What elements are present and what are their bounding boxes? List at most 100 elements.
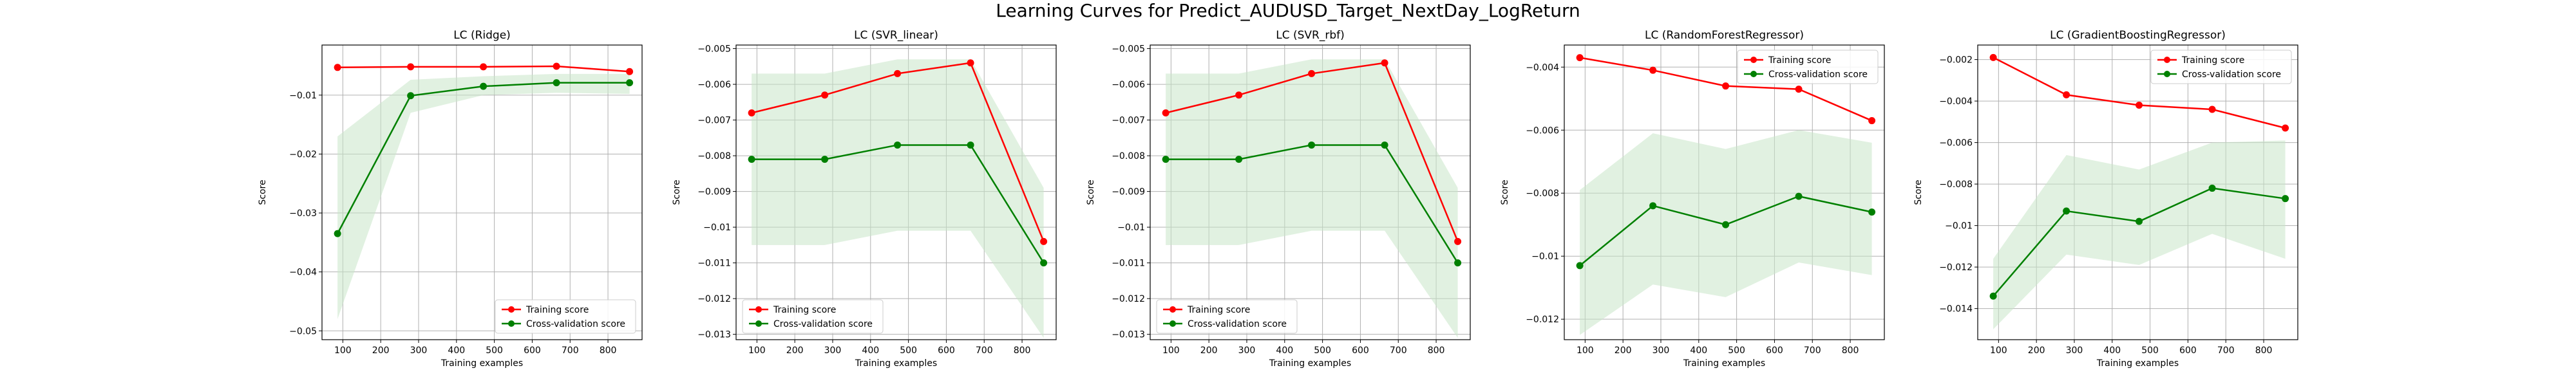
- y-tick-label: −0.013: [1112, 330, 1145, 340]
- training-score-point: [2136, 102, 2143, 109]
- training-score-point: [1040, 237, 1048, 245]
- cv-score-point: [1989, 292, 1997, 300]
- legend-label: Cross-validation score: [1188, 319, 1287, 329]
- x-tick-label: 800: [1428, 345, 1445, 356]
- cv-score-band: [1993, 140, 2286, 329]
- chart-panel-4: LC (RandomForestRegressor) 100 200 300 400 50…: [1500, 29, 1885, 369]
- x-tick-label: 500: [900, 345, 917, 356]
- x-axis-label: Training examples: [2096, 358, 2179, 369]
- x-tick-label: 400: [448, 345, 465, 356]
- y-tick-label: −0.02: [289, 149, 317, 160]
- x-tick-label: 600: [524, 345, 541, 356]
- cv-score-band: [752, 59, 1044, 338]
- training-score-point: [1722, 82, 1730, 90]
- x-tick-label: 300: [410, 345, 428, 356]
- y-tick-label: −0.009: [697, 187, 731, 198]
- x-tick-label: 800: [1014, 345, 1031, 356]
- legend: Training score Cross-validation score: [495, 299, 636, 334]
- cv-score-point: [1795, 192, 1803, 200]
- legend-label: Training score: [1768, 55, 1831, 66]
- training-score-point: [1381, 59, 1388, 67]
- cv-score-point: [2282, 195, 2289, 203]
- training-score-point: [821, 91, 829, 99]
- legend-swatch-marker: [1750, 57, 1757, 63]
- x-tick-label: 200: [1615, 345, 1632, 356]
- y-tick-label: −0.01: [1117, 223, 1145, 233]
- legend-swatch-marker: [2164, 71, 2170, 77]
- legend-label: Cross-validation score: [526, 319, 625, 329]
- y-tick-label: −0.009: [1112, 187, 1145, 198]
- y-axis-label: Score: [1500, 179, 1510, 205]
- legend: Training score Cross-validation score: [1737, 50, 1879, 84]
- training-score-point: [1868, 117, 1876, 125]
- y-tick-label: −0.05: [289, 326, 317, 336]
- y-tick-label: −0.012: [1939, 262, 1973, 273]
- y-tick-label: −0.006: [1939, 138, 1973, 149]
- legend-box: [495, 299, 636, 334]
- cv-score-point: [2063, 207, 2070, 215]
- legend-label: Cross-validation score: [1768, 69, 1868, 80]
- cv-score-point: [1868, 208, 1876, 216]
- y-tick-label: −0.006: [1526, 125, 1559, 136]
- axes-frame: [735, 44, 1057, 340]
- training-score-point: [334, 64, 341, 71]
- x-tick-label: 700: [976, 345, 993, 356]
- x-tick-label: 100: [1577, 345, 1594, 356]
- y-tick-label: −0.004: [1526, 62, 1559, 73]
- figure-title: Learning Curves for Predict_AUDUSD_Targe…: [996, 0, 1580, 21]
- cv-score-point: [1722, 221, 1730, 228]
- training-score-point: [2282, 124, 2289, 132]
- legend-label: Training score: [1187, 305, 1250, 315]
- axes-frame: [1977, 44, 2298, 340]
- training-score-point: [1795, 86, 1803, 93]
- x-tick-label: 400: [1276, 345, 1293, 356]
- chart-panel-1: LC (Ridge) 100 200 300 400 500 600 700 800 −0.01 −…: [258, 29, 643, 369]
- legend-label: Training score: [2181, 55, 2244, 66]
- training-score-point: [1454, 237, 1462, 245]
- x-tick-label: 400: [1690, 345, 1707, 356]
- x-tick-label: 500: [1728, 345, 1745, 356]
- y-tick-label: −0.007: [697, 116, 731, 126]
- legend-label: Cross-validation score: [773, 319, 873, 329]
- legend-swatch-marker: [2164, 57, 2170, 63]
- panel-title: LC (Ridge): [453, 29, 511, 42]
- x-tick-label: 100: [334, 345, 352, 356]
- x-tick-label: 600: [938, 345, 955, 356]
- y-tick-label: −0.007: [1112, 116, 1145, 126]
- y-tick-label: −0.005: [697, 44, 731, 55]
- x-tick-label: 200: [1200, 345, 1218, 356]
- training-score-point: [2063, 91, 2070, 98]
- cv-score-band: [1580, 130, 1872, 335]
- x-tick-label: 800: [1842, 345, 1859, 356]
- cv-score-point: [1381, 141, 1388, 149]
- cv-score-point: [2136, 217, 2143, 225]
- y-tick-label: −0.04: [289, 268, 317, 278]
- panel-title: LC (RandomForestRegressor): [1645, 29, 1804, 42]
- x-tick-label: 100: [1990, 345, 2007, 356]
- legend-swatch-marker: [508, 306, 515, 313]
- legend-box: [742, 299, 884, 334]
- cv-score-point: [1308, 141, 1316, 149]
- y-tick-label: −0.006: [1112, 80, 1145, 90]
- y-tick-label: −0.008: [1112, 151, 1145, 161]
- chart-panel-2: LC (SVR_linear) 100 200 300 400 500 600 700 800 −…: [672, 29, 1057, 369]
- x-tick-label: 600: [1766, 345, 1783, 356]
- x-tick-label: 800: [2255, 345, 2273, 356]
- x-tick-label: 700: [1390, 345, 1407, 356]
- cv-score-point: [894, 141, 902, 149]
- x-axis-label: Training examples: [855, 358, 937, 369]
- panel-title: LC (SVR_rbf): [1276, 29, 1345, 42]
- y-tick-label: −0.01: [289, 91, 317, 101]
- legend-swatch-marker: [508, 320, 515, 327]
- y-tick-label: −0.006: [697, 80, 731, 90]
- axes-frame: [1564, 44, 1885, 340]
- x-tick-label: 500: [1314, 345, 1331, 356]
- chart-panel-3: LC (SVR_rbf) 100 200 300 400 500 600 700 800 −0.0…: [1086, 29, 1471, 369]
- training-score-point: [1649, 66, 1657, 74]
- legend-swatch-marker: [1170, 320, 1176, 327]
- training-score-point: [626, 68, 634, 75]
- cv-score-point: [967, 141, 974, 149]
- training-score-point: [1576, 54, 1584, 62]
- panel-title: LC (GradientBoostingRegressor): [2050, 29, 2226, 42]
